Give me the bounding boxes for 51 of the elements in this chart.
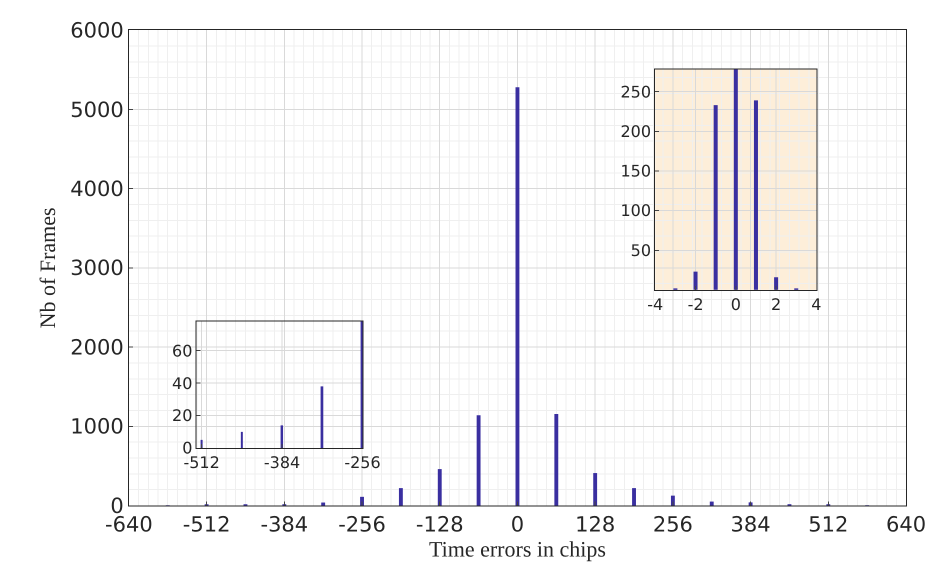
bar: [694, 272, 698, 290]
bar: [593, 473, 598, 506]
x-tick-label: -256: [344, 453, 381, 472]
x-tick-label: -256: [338, 512, 386, 537]
bar: [632, 488, 636, 506]
y-tick-label: 3000: [70, 256, 124, 280]
y-tick-label: 20: [172, 406, 192, 426]
x-tick-label: 0: [730, 295, 741, 314]
y-tick-label: 60: [172, 341, 192, 360]
bar: [516, 87, 520, 506]
y-tick-label: 40: [172, 374, 192, 393]
x-tick-label: 256: [652, 512, 693, 537]
bar: [360, 322, 363, 448]
y-tick-label: 1000: [70, 414, 124, 439]
x-tick-label: 640: [886, 512, 926, 537]
bar: [554, 414, 558, 506]
y-tick-label: 2000: [70, 335, 124, 360]
bar: [714, 105, 718, 290]
x-tick-label: -384: [260, 512, 308, 537]
y-tick-label: 4000: [70, 177, 124, 201]
x-tick-label: -512: [182, 512, 230, 537]
x-tick-label: 512: [808, 512, 848, 537]
bar: [240, 432, 243, 448]
y-tick-label: 100: [620, 201, 652, 220]
y-tick-label: 150: [620, 162, 652, 181]
y-tick-label: 5000: [70, 98, 124, 122]
bar: [754, 100, 758, 290]
bar: [320, 386, 324, 448]
bar: [774, 277, 778, 290]
y-tick-label: 200: [620, 122, 652, 141]
y-tick-label: 6000: [70, 18, 124, 43]
x-tick-label: -128: [416, 512, 464, 537]
x-tick-label: 2: [771, 295, 782, 314]
x-tick-label: 4: [811, 295, 822, 314]
x-axis-title: Time errors in chips: [428, 536, 606, 562]
x-tick-label: -2: [688, 295, 704, 314]
x-tick-label: 384: [730, 512, 771, 537]
x-tick-label: -384: [264, 453, 300, 472]
y-tick-label: 50: [630, 240, 652, 260]
bar: [670, 496, 675, 506]
y-tick-label: 250: [620, 82, 652, 102]
bar: [398, 488, 403, 506]
y-axis-title: Nb of Frames: [35, 207, 60, 328]
x-tick-label: 0: [510, 512, 524, 537]
bar: [321, 502, 326, 506]
x-tick-label: -4: [647, 295, 664, 314]
x-tick-label: 128: [575, 512, 616, 537]
bar: [710, 502, 714, 506]
bar: [476, 415, 481, 506]
x-tick-label: -640: [105, 512, 153, 537]
bar: [280, 425, 284, 448]
